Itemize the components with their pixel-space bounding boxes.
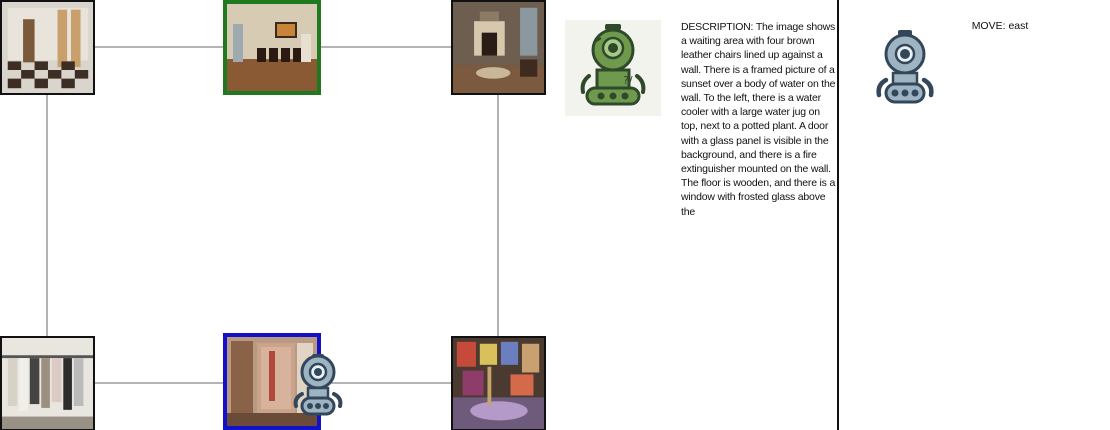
room-image-living	[453, 2, 544, 93]
thinking-robot-icon: ?/	[565, 20, 661, 116]
room-image-bathroom	[227, 337, 317, 426]
room-image-closet	[2, 338, 93, 429]
description-panel: DESCRIPTION: The image shows a waiting a…	[681, 20, 839, 250]
move-readout: MOVE: east	[940, 20, 1060, 32]
room-node-waiting-goal[interactable]	[223, 0, 321, 95]
room-image-waiting	[227, 4, 317, 91]
room-image-hall	[2, 2, 93, 93]
description-label: DESCRIPTION:	[681, 21, 754, 33]
map-edges	[46, 46, 499, 384]
room-node-art-studio[interactable]	[451, 336, 546, 430]
room-node-living[interactable]	[451, 0, 546, 95]
robot-icon	[872, 28, 938, 108]
room-image-art-studio	[453, 338, 544, 429]
robot-icon	[290, 350, 346, 418]
panel-divider	[837, 0, 839, 430]
move-label: MOVE:	[971, 20, 1006, 32]
move-value: east	[1008, 20, 1029, 32]
room-node-hall[interactable]	[0, 0, 95, 95]
room-node-closet[interactable]	[0, 336, 95, 430]
description-text: The image shows a waiting area with four…	[681, 21, 836, 218]
svg-text:?/: ?/	[623, 74, 633, 87]
room-node-bathroom-current[interactable]	[223, 333, 321, 430]
